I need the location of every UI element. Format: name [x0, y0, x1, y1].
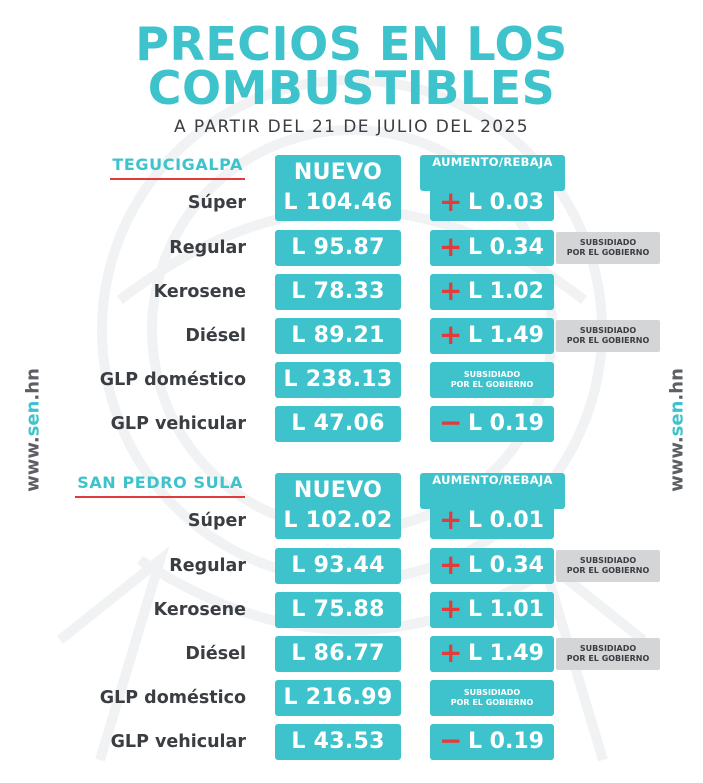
price-change-box: − L 0.19 [430, 724, 554, 760]
new-price: L 216.99 [275, 680, 401, 716]
fuel-row: GLP doméstico L 216.99 SUBSIDIADO POR EL GO… [0, 680, 703, 716]
subsidized-badge: SUBSIDIADO POR EL GOBIERNO [556, 320, 660, 352]
change-amount: L 0.19 [468, 729, 544, 754]
fuel-name: GLP doméstico [99, 370, 246, 390]
page-title-line2: COMBUSTIBLES [147, 61, 556, 115]
new-price: L 104.46 [275, 185, 401, 221]
fuel-row: GLP vehicular L 47.06 − L 0.19 [0, 406, 703, 442]
page-title-line1: PRECIOS EN LOS [135, 17, 568, 71]
fuel-row: Regular L 93.44 + L 0.34 SUBSIDIADO POR EL GO… [0, 548, 703, 584]
new-price: L 86.77 [275, 636, 401, 672]
effective-date: A PARTIR DEL 21 DE JULIO DEL 2025 [174, 117, 529, 137]
subsidized-badge-line2: POR EL GOBIERNO [566, 336, 650, 345]
new-price: L 78.33 [275, 274, 401, 310]
fuel-row: GLP doméstico L 238.13 SUBSIDIADO POR EL GO… [0, 362, 703, 398]
fuel-name: GLP vehicular [110, 414, 246, 434]
fuel-row: Diésel L 89.21 + L 1.49 SUBSIDIADO POR EL GOB… [0, 318, 703, 354]
subsidized-badge-line1: SUBSIDIADO [579, 238, 637, 247]
new-price: L 75.88 [275, 592, 401, 628]
fuel-name: GLP vehicular [110, 732, 246, 752]
change-amount: L 1.01 [468, 597, 544, 622]
subsidized-badge-line2: POR EL GOBIERNO [566, 654, 650, 663]
fuel-name: Regular [169, 556, 246, 576]
increase-icon: + [439, 592, 463, 625]
subsidized-badge-line1: SUBSIDIADO [579, 556, 637, 565]
price-change-box: + L 0.01 [430, 503, 554, 539]
fuel-row: Diésel L 86.77 + L 1.49 SUBSIDIADO POR EL GOB… [0, 636, 703, 672]
change-amount: L 0.34 [468, 235, 544, 260]
increase-icon: + [439, 318, 463, 351]
fuel-row: GLP vehicular L 43.53 − L 0.19 [0, 724, 703, 760]
subsidized-note-line2: POR EL GOBIERNO [450, 380, 534, 389]
new-price: L 102.02 [275, 503, 401, 539]
subsidized-badge-line1: SUBSIDIADO [579, 326, 637, 335]
price-change-box: + L 0.34 [430, 230, 554, 266]
price-change-box: − L 0.19 [430, 406, 554, 442]
price-change-box: + L 1.49 [430, 318, 554, 354]
fuel-row: Kerosene L 78.33 + L 1.02 [0, 274, 703, 310]
increase-icon: + [439, 185, 463, 218]
new-price: L 89.21 [275, 318, 401, 354]
price-change-box: + L 1.02 [430, 274, 554, 310]
change-amount: L 0.19 [468, 411, 544, 436]
price-change-box: + L 1.49 [430, 636, 554, 672]
price-change-box: SUBSIDIADO POR EL GOBIERNO [430, 362, 554, 398]
city-name: SAN PEDRO SULA [75, 473, 245, 498]
fuel-name: Diésel [185, 326, 246, 346]
price-change-box: + L 0.03 [430, 185, 554, 221]
subsidized-badge: SUBSIDIADO POR EL GOBIERNO [556, 638, 660, 670]
new-price: L 47.06 [275, 406, 401, 442]
fuel-name: Súper [187, 511, 246, 531]
subsidized-badge-line2: POR EL GOBIERNO [566, 248, 650, 257]
fuel-row: Regular L 95.87 + L 0.34 SUBSIDIADO POR EL GO… [0, 230, 703, 266]
subsidized-note-line2: POR EL GOBIERNO [450, 698, 534, 707]
price-change-box: + L 1.01 [430, 592, 554, 628]
fuel-row: Kerosene L 75.88 + L 1.01 [0, 592, 703, 628]
fuel-row: Súper L 104.46 + L 0.03 [0, 185, 703, 221]
subsidized-badge: SUBSIDIADO POR EL GOBIERNO [556, 232, 660, 264]
subsidized-note-line1: SUBSIDIADO [463, 370, 521, 379]
fuel-name: Regular [169, 238, 246, 258]
city-name: TEGUCIGALPA [110, 155, 245, 180]
subsidized-badge: SUBSIDIADO POR EL GOBIERNO [556, 550, 660, 582]
change-amount: L 0.01 [468, 508, 544, 533]
fuel-name: Kerosene [153, 282, 246, 302]
decrease-icon: − [439, 406, 463, 439]
fuel-name: GLP doméstico [99, 688, 246, 708]
change-amount: L 1.49 [468, 641, 544, 666]
change-amount: L 1.02 [468, 279, 544, 304]
increase-icon: + [439, 230, 463, 263]
fuel-name: Diésel [185, 644, 246, 664]
new-price: L 43.53 [275, 724, 401, 760]
increase-icon: + [439, 636, 463, 669]
price-change-box: SUBSIDIADO POR EL GOBIERNO [430, 680, 554, 716]
decrease-icon: − [439, 724, 463, 757]
new-price: L 93.44 [275, 548, 401, 584]
increase-icon: + [439, 503, 463, 536]
subsidized-note: SUBSIDIADO POR EL GOBIERNO [430, 680, 554, 716]
fuel-name: Kerosene [153, 600, 246, 620]
fuel-row: Súper L 102.02 + L 0.01 [0, 503, 703, 539]
change-amount: L 0.03 [468, 190, 544, 215]
price-change-box: + L 0.34 [430, 548, 554, 584]
fuel-name: Súper [187, 193, 246, 213]
change-amount: L 1.49 [468, 323, 544, 348]
subsidized-note: SUBSIDIADO POR EL GOBIERNO [430, 362, 554, 398]
increase-icon: + [439, 548, 463, 581]
change-amount: L 0.34 [468, 553, 544, 578]
new-price: L 95.87 [275, 230, 401, 266]
subsidized-badge-line1: SUBSIDIADO [579, 644, 637, 653]
subsidized-note-line1: SUBSIDIADO [463, 688, 521, 697]
subsidized-badge-line2: POR EL GOBIERNO [566, 566, 650, 575]
increase-icon: + [439, 274, 463, 307]
new-price: L 238.13 [275, 362, 401, 398]
